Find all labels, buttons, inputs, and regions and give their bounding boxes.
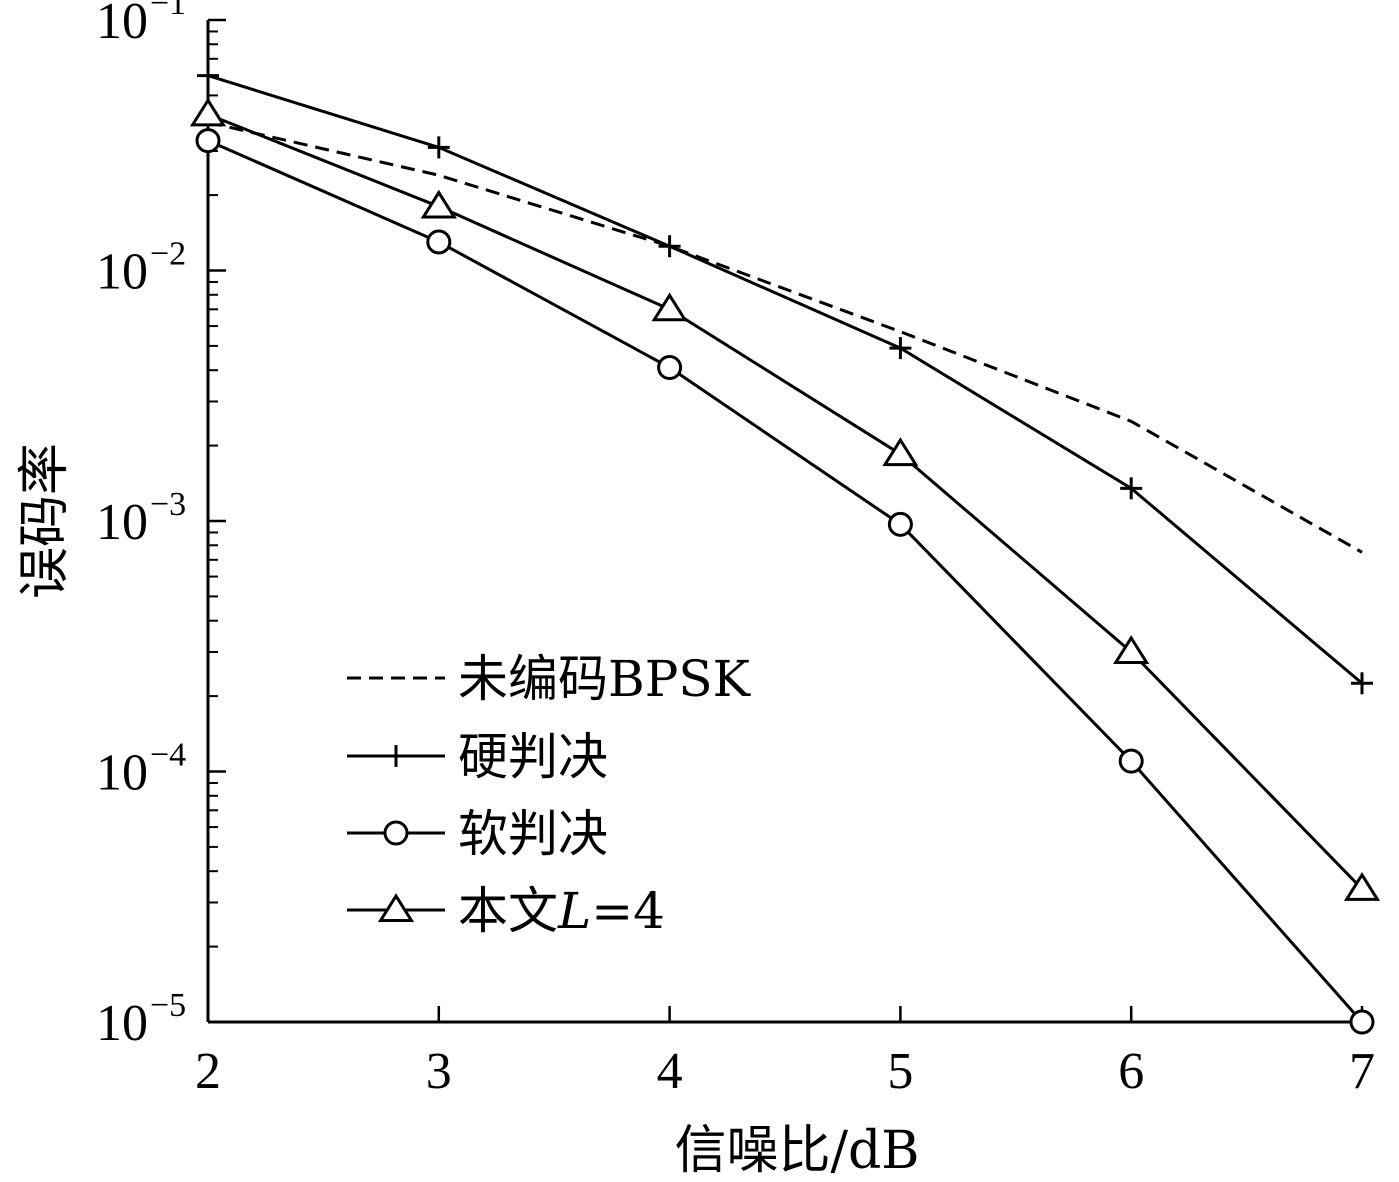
series-2: [195, 128, 1375, 1035]
legend-label-part: L: [557, 882, 591, 940]
series-line: [207, 74, 1363, 685]
data-point: [1349, 1009, 1375, 1035]
y-tick-exponent: −2: [150, 236, 186, 273]
data-point: [657, 354, 683, 380]
data-point: [1351, 672, 1373, 695]
data-point: [1113, 635, 1150, 664]
legend-marker: [385, 745, 407, 767]
y-tick-label: 10: [96, 494, 148, 551]
legend-item: 本文L=4: [347, 882, 665, 940]
legend-label-part: 本文: [458, 882, 558, 940]
legend-item: 未编码BPSK: [347, 650, 752, 708]
data-point: [882, 437, 919, 467]
data-point: [658, 235, 681, 258]
legend-item: 硬判决: [347, 728, 608, 786]
series-1: [197, 64, 1373, 695]
data-point: [420, 189, 457, 219]
series-line: [207, 120, 1363, 554]
data-point: [195, 128, 221, 154]
data-point: [1343, 872, 1381, 901]
legend-label-part: =4: [591, 882, 665, 940]
legend-label: 本文L=4: [458, 882, 665, 940]
data-point: [1120, 477, 1143, 500]
y-tick-exponent: −3: [150, 486, 186, 523]
data-point: [197, 64, 219, 87]
data-point: [889, 337, 912, 360]
legend-label: 未编码BPSK: [458, 650, 752, 708]
y-tick-label: 10: [96, 995, 148, 1052]
x-tick-label: 2: [195, 1043, 221, 1100]
series-3: [189, 97, 1381, 901]
data-point: [426, 229, 452, 255]
y-tick-label: 10: [96, 0, 148, 50]
data-point: [1118, 748, 1144, 774]
series-0: [207, 120, 1363, 554]
x-tick-label: 5: [887, 1043, 913, 1100]
y-tick-exponent: −4: [150, 737, 186, 774]
series-line: [207, 112, 1364, 890]
legend-label: 软判决: [458, 805, 608, 863]
y-tick-exponent: −1: [150, 0, 186, 22]
y-tick-exponent: −5: [150, 987, 186, 1024]
legend-marker: [377, 893, 415, 922]
legend-label: 硬判决: [458, 728, 608, 786]
y-tick-label: 10: [96, 244, 148, 301]
series-layer: [189, 64, 1381, 1035]
data-point: [189, 97, 227, 127]
x-tick-label: 4: [657, 1043, 683, 1100]
data-point: [651, 292, 688, 322]
x-tick-label: 6: [1118, 1043, 1144, 1100]
y-axis-label: 误码率: [15, 443, 75, 599]
legend-item: 软判决: [347, 805, 608, 863]
y-tick-label: 10: [96, 745, 148, 802]
series-line: [207, 139, 1364, 1023]
axes: 2 3 4 5 6 710−110−210−310−410−5: [96, 0, 1375, 1100]
data-point: [887, 511, 913, 537]
x-axis-label: 信噪比/dB: [674, 1121, 919, 1181]
data-point: [427, 136, 450, 159]
x-tick-label: 3: [426, 1043, 452, 1100]
x-tick-label: 7: [1349, 1043, 1375, 1100]
legend-marker: [383, 820, 409, 846]
